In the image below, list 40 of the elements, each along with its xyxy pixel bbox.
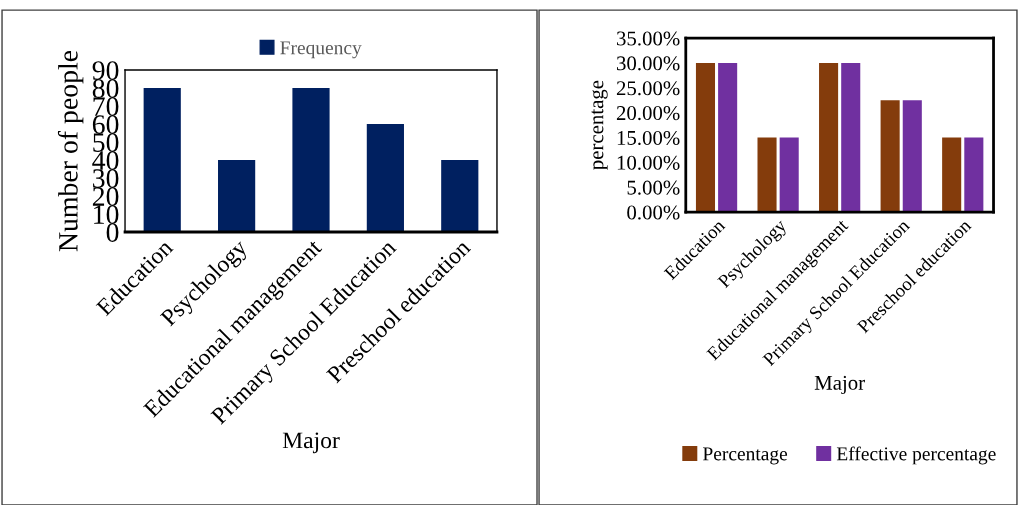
legend-label: Effective percentage xyxy=(836,446,996,465)
y-tick-label: 80 xyxy=(92,79,119,98)
y-tick-label: 30.00% xyxy=(617,56,680,71)
y-tick-label: 25.00% xyxy=(616,81,680,96)
y-tick-label: 30 xyxy=(93,169,119,188)
y-axis-title: Number of people xyxy=(57,50,84,252)
bar xyxy=(757,137,777,213)
bar xyxy=(695,62,716,213)
bar xyxy=(441,160,479,232)
y-tick-label: 15.00% xyxy=(617,130,680,146)
bar xyxy=(841,62,861,213)
y-tick-label: 10.00% xyxy=(617,155,680,170)
y-tick-label: 5.00% xyxy=(627,180,680,195)
bar xyxy=(218,160,256,232)
bar xyxy=(902,100,922,213)
y-tick-label: 40 xyxy=(92,151,119,170)
y-tick-label: 90 xyxy=(92,61,119,80)
bar xyxy=(292,87,330,232)
y-tick-label: 10 xyxy=(94,205,119,224)
y-tick-label: 20 xyxy=(92,187,119,206)
legend-label: Frequency xyxy=(280,41,362,59)
bar xyxy=(819,62,839,213)
bar xyxy=(964,137,984,213)
y-tick-label: 20.00% xyxy=(616,106,680,121)
y-tick-label: 60 xyxy=(92,115,119,134)
bar xyxy=(880,100,900,213)
bar xyxy=(143,87,181,232)
x-axis-title: Major xyxy=(282,432,340,454)
y-tick-label: 35.00% xyxy=(617,31,680,46)
bar xyxy=(366,123,404,232)
bar xyxy=(942,137,962,213)
y-axis-title: percentage xyxy=(591,80,608,170)
legend-label: Percentage xyxy=(703,447,788,465)
y-tick-label: 0 xyxy=(106,223,119,242)
bar xyxy=(718,62,738,213)
y-tick-label: 0.00% xyxy=(627,205,680,220)
y-tick-label: 50 xyxy=(93,133,119,152)
bar xyxy=(779,137,799,213)
x-axis-title: Major xyxy=(814,375,865,395)
y-tick-label: 70 xyxy=(93,97,119,116)
